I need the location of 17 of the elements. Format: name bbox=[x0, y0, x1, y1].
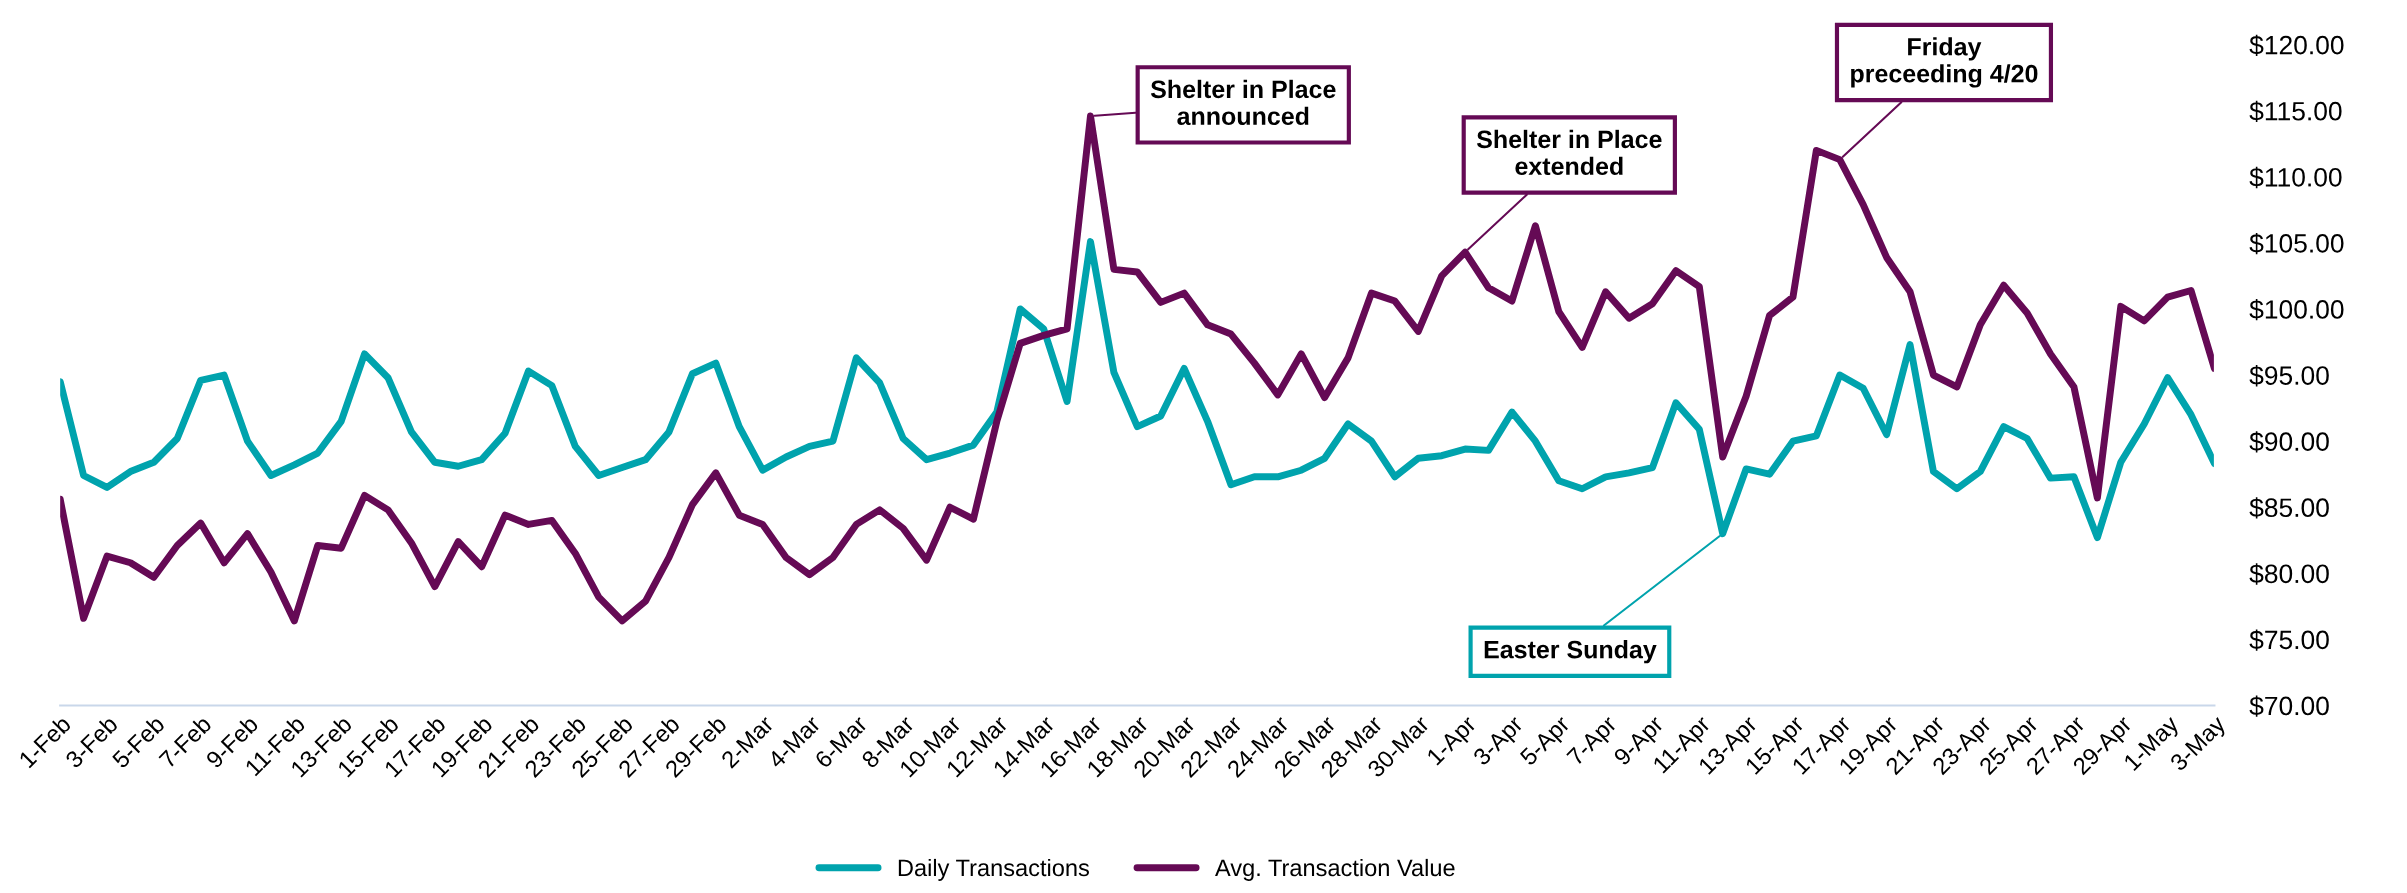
legend-label: Daily Transactions bbox=[898, 858, 1089, 881]
annotation: Friday preceeding 4/20 bbox=[1851, 37, 2038, 88]
legend-label: Avg. Transaction Value bbox=[1215, 858, 1455, 881]
annotation: Easter Sunday bbox=[1484, 640, 1657, 664]
y-tick-label: $85.00 bbox=[2249, 497, 2329, 519]
y-tick-label: $80.00 bbox=[2249, 563, 2329, 585]
y-tick-label: $90.00 bbox=[2249, 431, 2329, 453]
annotation: Shelter in Place announced bbox=[1150, 79, 1336, 126]
y-tick-label: $100.00 bbox=[2249, 299, 2344, 321]
y-tick-label: $110.00 bbox=[2249, 166, 2342, 189]
y-tick-label: $70.00 bbox=[2249, 695, 2329, 717]
y-tick-label: $115.00 bbox=[2249, 100, 2342, 123]
y-tick-label: $120.00 bbox=[2249, 34, 2344, 57]
annotation: Shelter in Place extended bbox=[1476, 129, 1662, 176]
y-tick-label: $95.00 bbox=[2249, 365, 2329, 387]
y-tick-label: $75.00 bbox=[2249, 629, 2329, 651]
y-tick-label: $105.00 bbox=[2249, 232, 2344, 255]
